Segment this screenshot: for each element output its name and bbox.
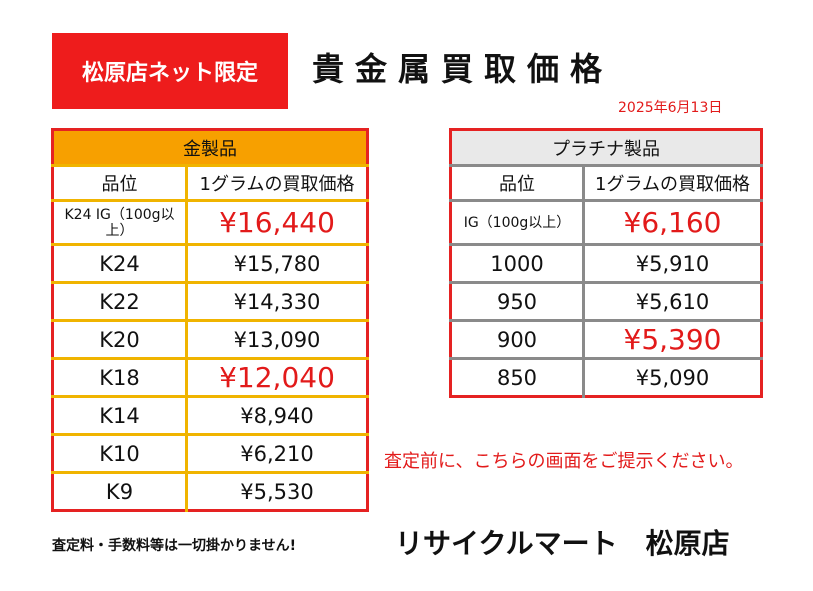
store-name: リサイクルマート 松原店 <box>395 527 730 560</box>
platinum-grade: 850 <box>450 357 585 397</box>
platinum-grade: 1000 <box>450 243 585 284</box>
platinum-price: ¥5,090 <box>582 357 762 397</box>
gold-price: ¥13,090 <box>185 319 368 360</box>
platinum-price: ¥5,610 <box>582 281 762 322</box>
gold-price-table: 金製品 品位 1グラムの買取価格 K24 IG（100g以上） ¥16,440 … <box>51 128 369 512</box>
platinum-price: ¥6,160 <box>582 199 762 246</box>
gold-col-price: 1グラムの買取価格 <box>185 164 368 202</box>
table-row: K20 ¥13,090 <box>52 319 368 360</box>
table-row: K24 ¥15,780 <box>52 243 368 284</box>
platinum-grade: 900 <box>450 319 585 360</box>
table-row: K14 ¥8,940 <box>52 395 368 436</box>
table-row: 850 ¥5,090 <box>450 357 762 397</box>
gold-grade: K24 IG（100g以上） <box>52 199 188 246</box>
platinum-table-header: プラチナ製品 <box>450 129 762 167</box>
table-row: 900 ¥5,390 <box>450 319 762 360</box>
gold-price: ¥12,040 <box>185 357 368 398</box>
gold-grade: K20 <box>52 319 188 360</box>
gold-grade: K18 <box>52 357 188 398</box>
price-date: 2025年6月13日 <box>618 100 723 116</box>
gold-table-header: 金製品 <box>52 129 368 167</box>
gold-grade: K22 <box>52 281 188 322</box>
gold-grade: K24 <box>52 243 188 284</box>
table-row: K22 ¥14,330 <box>52 281 368 322</box>
gold-grade: K10 <box>52 433 188 474</box>
gold-price: ¥5,530 <box>185 471 368 511</box>
table-row: K24 IG（100g以上） ¥16,440 <box>52 199 368 246</box>
notice-text: 査定前に、こちらの画面をご提示ください。 <box>384 451 744 472</box>
table-row: K10 ¥6,210 <box>52 433 368 474</box>
table-row: K18 ¥12,040 <box>52 357 368 398</box>
platinum-grade: IG（100g以上） <box>450 199 585 246</box>
platinum-price: ¥5,390 <box>582 319 762 360</box>
page-title: 貴金属買取価格 <box>312 50 614 88</box>
gold-col-grade: 品位 <box>52 164 188 202</box>
fee-note: 査定料・手数料等は一切掛かりません! <box>52 538 296 554</box>
table-row: 1000 ¥5,910 <box>450 243 762 284</box>
gold-price: ¥14,330 <box>185 281 368 322</box>
gold-price: ¥16,440 <box>185 199 368 246</box>
table-row: 950 ¥5,610 <box>450 281 762 322</box>
gold-price: ¥15,780 <box>185 243 368 284</box>
gold-price: ¥8,940 <box>185 395 368 436</box>
platinum-col-grade: 品位 <box>450 164 585 202</box>
platinum-col-price: 1グラムの買取価格 <box>582 164 762 202</box>
gold-price: ¥6,210 <box>185 433 368 474</box>
platinum-price: ¥5,910 <box>582 243 762 284</box>
table-row: K9 ¥5,530 <box>52 471 368 511</box>
promo-badge: 松原店ネット限定 <box>52 33 288 109</box>
gold-grade: K14 <box>52 395 188 436</box>
gold-grade: K9 <box>52 471 188 511</box>
table-row: IG（100g以上） ¥6,160 <box>450 199 762 246</box>
platinum-price-table: プラチナ製品 品位 1グラムの買取価格 IG（100g以上） ¥6,160 10… <box>449 128 763 398</box>
platinum-grade: 950 <box>450 281 585 322</box>
